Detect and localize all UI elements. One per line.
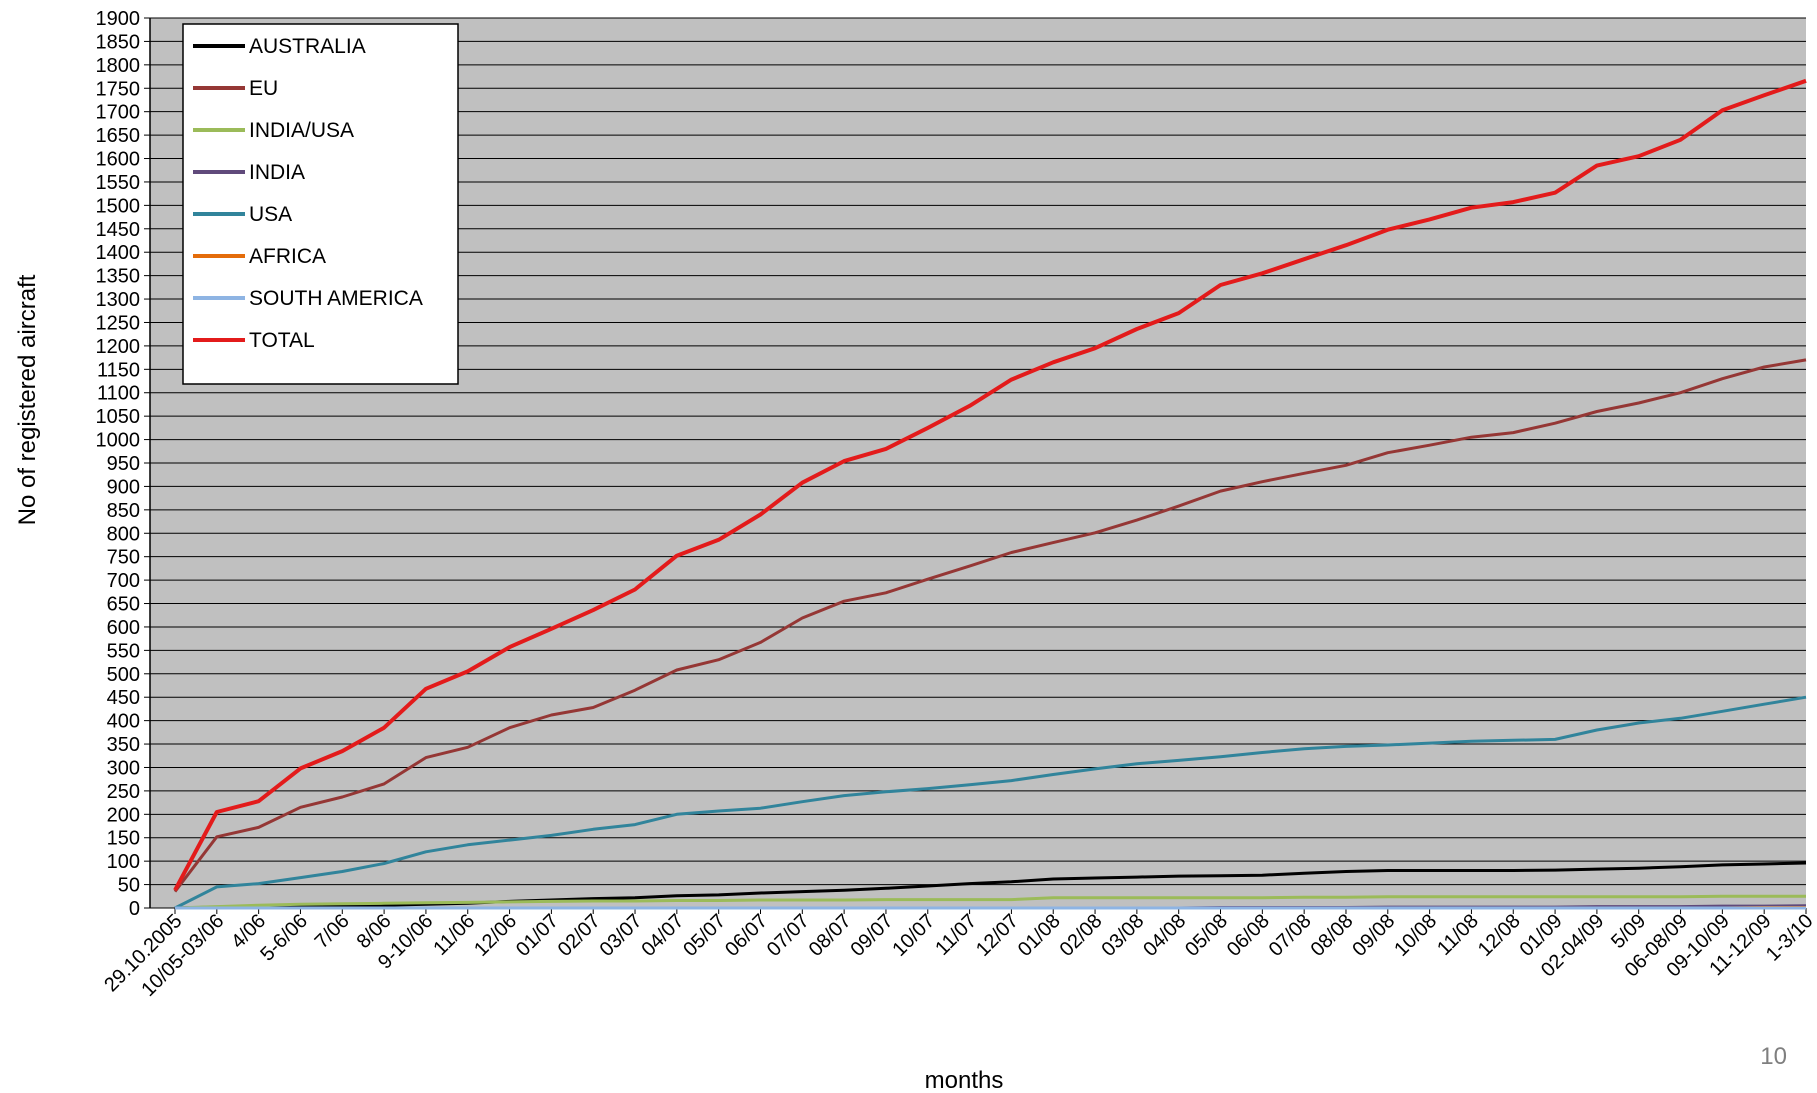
x-tick-label: 02/08 — [1056, 910, 1107, 961]
x-tick-label: 7/06 — [311, 910, 354, 953]
x-tick-label: 07/07 — [763, 910, 814, 961]
y-tick-label: 1600 — [96, 149, 141, 171]
x-tick-label: 01/08 — [1014, 910, 1065, 961]
y-tick-label: 1100 — [97, 383, 140, 405]
legend-label: AUSTRALIA — [249, 35, 366, 58]
y-tick-label: 1550 — [96, 172, 141, 194]
x-tick-label: 04/08 — [1139, 910, 1190, 961]
y-tick-label: 900 — [107, 476, 140, 498]
x-tick-label: 05/08 — [1181, 910, 1232, 961]
y-tick-label: 1800 — [96, 55, 141, 77]
x-tick-label: 11/08 — [1433, 910, 1483, 960]
grid-lines — [149, 17, 1806, 909]
x-tick-label: 09/07 — [847, 910, 898, 961]
y-tick-label: 0 — [129, 898, 140, 920]
x-tick-label: 05/07 — [679, 910, 730, 961]
x-tick-label: 10/08 — [1390, 910, 1441, 961]
x-tick-label: 11/07 — [931, 910, 981, 960]
x-tick-label: 06/08 — [1223, 910, 1274, 961]
y-tick-label: 1050 — [96, 406, 141, 428]
x-tick-label: 08/07 — [805, 910, 856, 961]
x-tick-label: 1-3/10 — [1762, 910, 1817, 966]
y-tick-label: 1900 — [96, 8, 141, 30]
y-tick-label: 300 — [107, 757, 140, 779]
x-tick-label: 01/07 — [512, 910, 563, 961]
y-tick-label: 250 — [107, 781, 140, 803]
y-tick-label: 650 — [107, 594, 140, 616]
legend: AUSTRALIA EU INDIA/USA INDIA USA AFRICA SOUTH … — [182, 23, 459, 385]
y-tick-label: 750 — [107, 547, 140, 569]
legend-box — [182, 23, 459, 385]
x-tick-label: 09/08 — [1348, 910, 1399, 961]
y-tick-label: 800 — [107, 523, 140, 545]
legend-label: SOUTH AMERICA — [249, 287, 423, 310]
y-tick-label: 600 — [107, 617, 140, 639]
series-line-india-usa — [174, 894, 1806, 910]
series-line-usa — [174, 695, 1807, 910]
x-axis-ticks: 29.10.200510/05-03/064/065-6/067/068/069… — [100, 908, 1817, 1001]
y-tick-label: 450 — [107, 687, 140, 709]
x-tick-label: 06/07 — [721, 910, 772, 961]
x-tick-label: 5-6/06 — [256, 910, 312, 966]
y-tick-label: 1250 — [96, 312, 141, 334]
x-tick-label: 03/07 — [596, 910, 647, 961]
y-tick-label: 500 — [107, 664, 140, 686]
x-tick-label: 03/08 — [1097, 910, 1148, 961]
legend-label: INDIA/USA — [249, 119, 354, 142]
y-tick-label: 1300 — [96, 289, 141, 311]
y-tick-label: 350 — [107, 734, 140, 756]
x-tick-label: 12/07 — [972, 910, 1023, 961]
y-axis-label: No of registered aircraft — [14, 274, 41, 525]
y-tick-label: 400 — [107, 711, 140, 733]
y-tick-label: 1500 — [96, 195, 141, 217]
series-line-total — [173, 78, 1807, 892]
y-tick-label: 1200 — [96, 336, 141, 358]
x-tick-label: 07/08 — [1265, 910, 1316, 961]
x-tick-label: 12/08 — [1474, 910, 1525, 961]
y-tick-label: 1650 — [96, 125, 141, 147]
legend-label: INDIA — [249, 161, 305, 184]
x-tick-label: 02/07 — [554, 910, 605, 961]
y-tick-label: 1350 — [96, 266, 141, 288]
y-tick-label: 1750 — [96, 78, 141, 100]
x-tick-label: 04/07 — [637, 910, 688, 961]
legend-label: USA — [249, 203, 292, 226]
x-tick-label: 11/06 — [429, 910, 479, 960]
y-tick-label: 700 — [107, 570, 140, 592]
y-tick-label: 1150 — [97, 359, 140, 381]
page-number: 10 — [1760, 1043, 1787, 1070]
legend-label: TOTAL — [249, 329, 315, 352]
y-tick-label: 850 — [107, 500, 140, 522]
legend-label: AFRICA — [249, 245, 326, 268]
x-tick-label: 10/07 — [888, 910, 939, 961]
y-tick-label: 1400 — [96, 242, 141, 264]
y-tick-label: 1700 — [96, 102, 141, 124]
series-line-eu — [173, 358, 1807, 893]
y-tick-label: 1450 — [96, 219, 141, 241]
y-tick-label: 550 — [107, 640, 140, 662]
y-tick-label: 100 — [107, 851, 140, 873]
x-tick-label: 12/06 — [470, 910, 521, 961]
series-lines — [173, 78, 1807, 910]
y-tick-label: 200 — [107, 804, 140, 826]
y-tick-label: 1000 — [96, 430, 141, 452]
legend-label: EU — [249, 77, 278, 100]
y-tick-label: 150 — [107, 828, 140, 850]
x-axis-label: months — [925, 1067, 1004, 1093]
y-axis-ticks: 0501001502002503003504004505005506006507… — [96, 8, 150, 920]
y-tick-label: 1850 — [96, 31, 141, 53]
y-tick-label: 50 — [118, 875, 140, 897]
x-tick-label: 08/08 — [1307, 910, 1358, 961]
y-tick-label: 950 — [107, 453, 140, 475]
